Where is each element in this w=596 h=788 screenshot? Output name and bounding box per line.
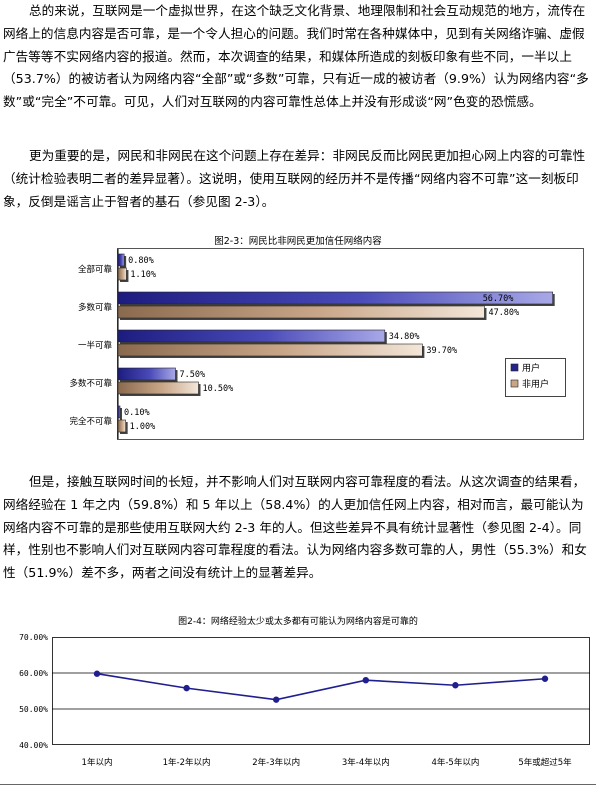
y-tick-label: 70.00% xyxy=(19,633,48,642)
category-label: 一半可靠 xyxy=(78,340,113,351)
x-category-label: 1年以内 xyxy=(82,757,113,768)
category-label: 多数不可靠 xyxy=(69,378,112,389)
x-category-label: 5年或超过5年 xyxy=(518,757,572,768)
x-category-label: 4年-5年以内 xyxy=(431,757,479,768)
bar-nonuser xyxy=(117,381,199,395)
bar-shadow xyxy=(120,408,122,420)
data-label: 1.00% xyxy=(130,422,156,432)
data-point xyxy=(183,684,190,692)
bar-nonuser xyxy=(117,419,126,433)
legend-label: 用户 xyxy=(522,362,540,374)
page-bottom-rule xyxy=(0,784,596,785)
paragraph-1: 总的来说，互联网是一个虚拟世界，在这个缺乏文化背景、地理限制和社会互动规范的地方… xyxy=(3,3,589,110)
data-label: 56.70% xyxy=(483,294,514,304)
chart-2-4: 40.00% 50.00% 60.00% 70.00% 1年以内 1年-2年以内 2年-3年… xyxy=(19,633,590,768)
y-tick-label: 50.00% xyxy=(19,705,48,714)
series-line xyxy=(96,672,546,701)
y-tick-label: 40.00% xyxy=(19,741,48,750)
bar-user xyxy=(117,253,125,267)
bar-nonuser xyxy=(117,305,485,319)
chart-2-3-title: 图2-3：网民比非网民更加信任网络内容 xyxy=(214,236,382,247)
x-category-label: 2年-3年以内 xyxy=(252,757,300,768)
paragraph-2: 更为重要的是，网民和非网民在这个问题上存在差异：非网民反而比网民更加担心网上内容… xyxy=(3,148,586,209)
bar-user xyxy=(117,291,554,305)
bar-user xyxy=(117,367,176,381)
data-label: 39.70% xyxy=(426,346,457,356)
category-label: 多数可靠 xyxy=(78,302,113,313)
chart-2-4-frame xyxy=(52,637,590,745)
bar-nonuser xyxy=(117,267,127,281)
data-label: 1.10% xyxy=(130,270,156,280)
y-tick-label: 60.00% xyxy=(19,669,48,678)
data-label: 34.80% xyxy=(389,332,420,342)
data-label: 7.50% xyxy=(180,370,206,380)
data-point xyxy=(93,670,101,677)
data-point xyxy=(541,675,549,682)
data-point xyxy=(273,696,280,703)
legend-swatch xyxy=(510,363,519,372)
chart-2-4-title: 图2-4：网络经验太少或太多都有可能认为网络内容是可靠的 xyxy=(178,617,418,627)
chart-2-3: 全部可靠 0.80% 1.10% 多数可靠 56.70% 47.80% 一半可靠 34.80%… xyxy=(69,248,584,440)
paragraph-3: 但是，接触互联网时间的长短，并不影响人们对互联网内容可靠程度的看法。从这次调查的… xyxy=(3,474,587,581)
legend-swatch xyxy=(510,379,519,388)
category-label: 完全不可靠 xyxy=(69,416,112,427)
bar-user xyxy=(117,329,386,343)
category-label: 全部可靠 xyxy=(78,264,113,275)
data-point xyxy=(362,677,369,684)
legend-label: 非用户 xyxy=(522,378,549,390)
x-category-label: 1年-2年以内 xyxy=(163,757,211,768)
data-point xyxy=(452,682,459,689)
data-label: 47.80% xyxy=(488,308,519,318)
bar-nonuser xyxy=(117,343,423,357)
x-category-label: 3年-4年以内 xyxy=(342,757,390,768)
bar-user xyxy=(117,405,121,419)
data-label: 0.10% xyxy=(124,408,150,418)
data-label: 10.50% xyxy=(203,384,234,394)
data-label: 0.80% xyxy=(128,256,154,266)
